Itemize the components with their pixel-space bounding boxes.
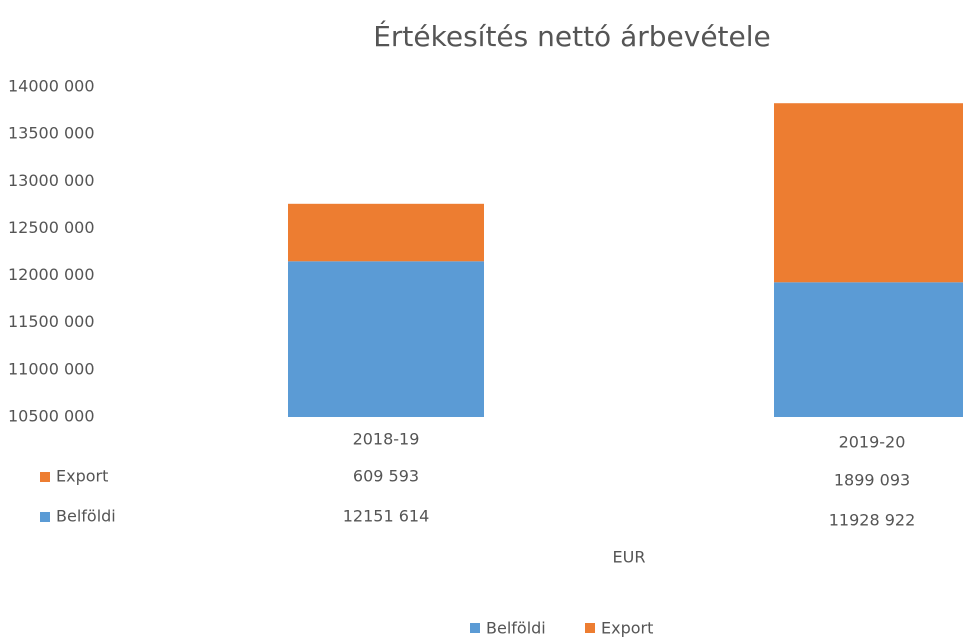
legend-label: Belföldi <box>486 619 546 638</box>
table-category: 2019-20 <box>839 433 906 452</box>
x-axis-label: EUR <box>613 548 646 567</box>
y-tick-label: 14000 000 <box>8 77 95 96</box>
bar-segment <box>774 282 963 417</box>
y-tick-label: 10500 000 <box>8 407 95 426</box>
legend-key <box>585 623 595 633</box>
table-category: 2018-19 <box>353 430 420 449</box>
bar-segment <box>288 261 484 417</box>
table-series-name: Belföldi <box>56 507 116 526</box>
table-legend-key <box>40 512 50 522</box>
y-tick-label: 12000 000 <box>8 265 95 284</box>
legend-label: Export <box>601 619 653 638</box>
table-legend-key <box>40 472 50 482</box>
table-value: 11928 922 <box>829 511 916 530</box>
legend-key <box>470 623 480 633</box>
y-tick-label: 11000 000 <box>8 359 95 378</box>
bar-segment <box>774 103 963 283</box>
table-value: 609 593 <box>353 467 419 486</box>
chart-title: Értékesítés nettó árbevétele <box>373 19 771 53</box>
bar-segment <box>288 203 484 262</box>
table-value: 12151 614 <box>343 507 430 526</box>
table-value: 1899 093 <box>834 471 910 490</box>
y-tick-label: 13000 000 <box>8 171 95 190</box>
table-series-name: Export <box>56 467 108 486</box>
y-tick-label: 13500 000 <box>8 124 95 143</box>
y-tick-label: 11500 000 <box>8 312 95 331</box>
y-tick-label: 12500 000 <box>8 218 95 237</box>
